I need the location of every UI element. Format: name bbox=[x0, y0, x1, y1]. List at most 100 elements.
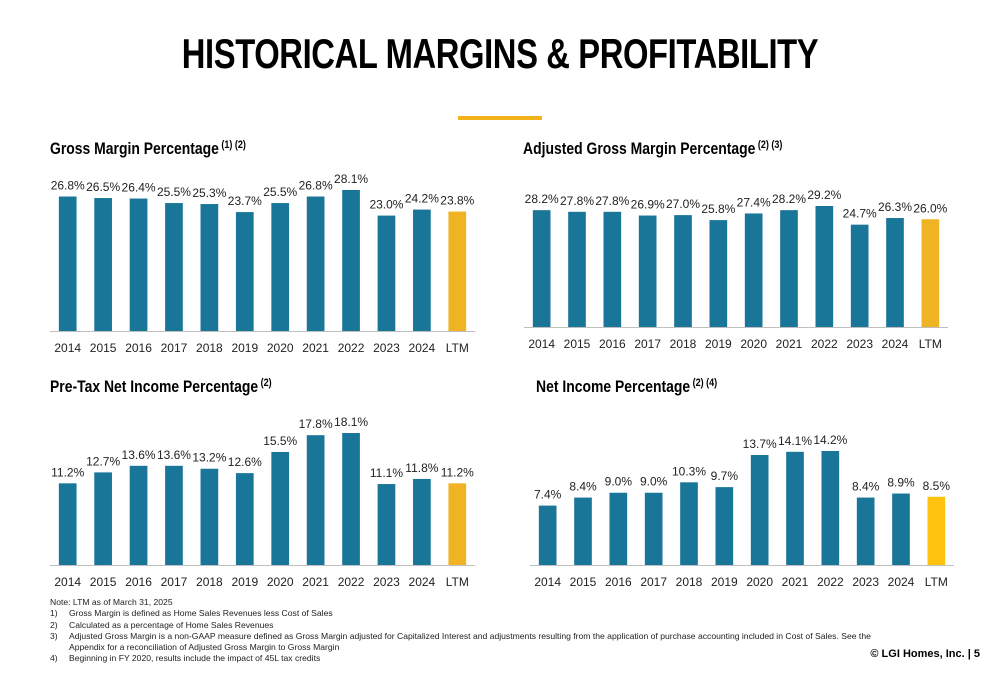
data-label: 24.2% bbox=[405, 192, 439, 206]
data-label: 12.6% bbox=[228, 455, 262, 469]
x-tick-label: 2018 bbox=[676, 575, 703, 589]
footnote-item: 3) Adjusted Gross Margin is a non-GAAP m… bbox=[50, 631, 950, 654]
data-label: 15.5% bbox=[263, 434, 297, 448]
data-label: 8.4% bbox=[852, 480, 880, 494]
x-tick-label: 2016 bbox=[125, 341, 152, 355]
data-label: 7.4% bbox=[534, 488, 562, 502]
bar-2019 bbox=[235, 212, 254, 331]
bar-2017 bbox=[644, 492, 663, 565]
bar-2019 bbox=[709, 220, 728, 327]
data-label: 27.4% bbox=[737, 195, 771, 209]
x-tick-label: 2015 bbox=[570, 575, 597, 589]
x-tick-label: 2017 bbox=[161, 575, 188, 589]
bar-2021 bbox=[786, 451, 804, 565]
bar-2016 bbox=[129, 465, 148, 565]
x-tick-label: 2024 bbox=[888, 575, 915, 589]
bar-2024 bbox=[413, 209, 431, 331]
data-label: 13.6% bbox=[157, 448, 191, 462]
x-tick-label: LTM bbox=[925, 575, 948, 589]
chart-title-text: Gross Margin Percentage bbox=[50, 139, 219, 158]
data-label: 12.7% bbox=[86, 454, 120, 468]
x-tick-label: 2022 bbox=[817, 575, 844, 589]
x-tick-label: 2022 bbox=[338, 341, 365, 355]
data-label: 25.3% bbox=[192, 186, 226, 200]
x-tick-label: 2016 bbox=[125, 575, 152, 589]
data-label: 13.6% bbox=[122, 448, 156, 462]
chart-title-footnote-refs: (2) (3) bbox=[757, 139, 783, 151]
data-label: 11.2% bbox=[51, 465, 84, 479]
bar-ltm bbox=[448, 483, 467, 565]
x-tick-label: 2015 bbox=[90, 575, 117, 589]
bar-2023 bbox=[377, 484, 396, 565]
x-tick-label: 2024 bbox=[409, 575, 436, 589]
bar-2023 bbox=[856, 497, 875, 565]
x-tick-label: 2020 bbox=[267, 341, 294, 355]
footnote-item: 1) Gross Margin is defined as Home Sales… bbox=[50, 608, 950, 619]
data-label: 28.2% bbox=[772, 192, 806, 206]
bar-2016 bbox=[609, 492, 628, 565]
x-tick-label: 2023 bbox=[373, 341, 400, 355]
bar-2018 bbox=[200, 204, 219, 331]
bar-2018 bbox=[200, 468, 219, 565]
x-tick-label: LTM bbox=[446, 341, 469, 355]
bar-2021 bbox=[306, 196, 325, 331]
x-tick-label: 2020 bbox=[740, 337, 767, 351]
bar-2014 bbox=[532, 210, 551, 327]
x-tick-label: 2023 bbox=[846, 337, 873, 351]
data-label: 8.5% bbox=[923, 479, 951, 493]
x-tick-label: 2018 bbox=[196, 341, 223, 355]
data-label: 27.8% bbox=[560, 194, 594, 208]
data-label: 29.2% bbox=[807, 188, 841, 202]
bar-2014 bbox=[538, 505, 557, 565]
bar-2015 bbox=[94, 472, 112, 565]
bar-ltm bbox=[448, 211, 467, 331]
bar-2017 bbox=[165, 465, 183, 565]
bar-2018 bbox=[680, 482, 698, 565]
bar-2019 bbox=[715, 487, 734, 565]
x-tick-label: 2017 bbox=[640, 575, 667, 589]
bar-2023 bbox=[377, 215, 396, 331]
x-tick-label: 2014 bbox=[534, 575, 561, 589]
data-label: 25.5% bbox=[157, 185, 191, 199]
bar-2015 bbox=[574, 497, 592, 565]
bar-2016 bbox=[603, 211, 622, 327]
data-label: 25.8% bbox=[701, 202, 735, 216]
x-tick-label: 2019 bbox=[231, 575, 258, 589]
bar-2015 bbox=[568, 211, 586, 327]
footnote-text: Adjusted Gross Margin is a non-GAAP meas… bbox=[69, 630, 871, 653]
data-label: 17.8% bbox=[299, 417, 333, 431]
x-tick-label: 2021 bbox=[776, 337, 803, 351]
x-tick-label: 2024 bbox=[882, 337, 909, 351]
bar-2022 bbox=[821, 451, 840, 565]
bar-2022 bbox=[342, 190, 360, 331]
data-label: 26.3% bbox=[878, 200, 912, 214]
chart-title-text: Pre-Tax Net Income Percentage bbox=[50, 377, 259, 396]
x-tick-label: 2021 bbox=[302, 341, 329, 355]
chart-title-footnote-refs: (1) (2) bbox=[221, 139, 246, 151]
data-label: 23.8% bbox=[440, 194, 474, 208]
data-label: 24.7% bbox=[843, 207, 877, 221]
x-tick-label: 2020 bbox=[746, 575, 773, 589]
x-tick-label: 2021 bbox=[782, 575, 809, 589]
x-tick-label: 2019 bbox=[231, 341, 258, 355]
x-tick-label: 2023 bbox=[373, 575, 400, 589]
x-tick-label: 2014 bbox=[54, 341, 81, 355]
data-label: 28.2% bbox=[525, 192, 559, 206]
x-tick-label: 2018 bbox=[670, 337, 697, 351]
data-label: 11.1% bbox=[370, 466, 403, 480]
x-tick-label: 2022 bbox=[338, 575, 365, 589]
x-tick-label: 2021 bbox=[302, 575, 329, 589]
x-tick-label: 2019 bbox=[705, 337, 732, 351]
data-label: 26.9% bbox=[631, 198, 665, 212]
data-label: 27.0% bbox=[666, 197, 700, 211]
data-label: 23.7% bbox=[228, 194, 262, 208]
chart-title-footnote-refs: (2) (4) bbox=[692, 377, 718, 389]
bar-2024 bbox=[886, 218, 904, 327]
data-label: 13.2% bbox=[192, 451, 226, 465]
x-tick-label: LTM bbox=[446, 575, 469, 589]
page-footer: © LGI Homes, Inc. | 5 bbox=[870, 648, 980, 660]
x-tick-label: 2015 bbox=[90, 341, 117, 355]
data-label: 11.2% bbox=[441, 465, 474, 479]
